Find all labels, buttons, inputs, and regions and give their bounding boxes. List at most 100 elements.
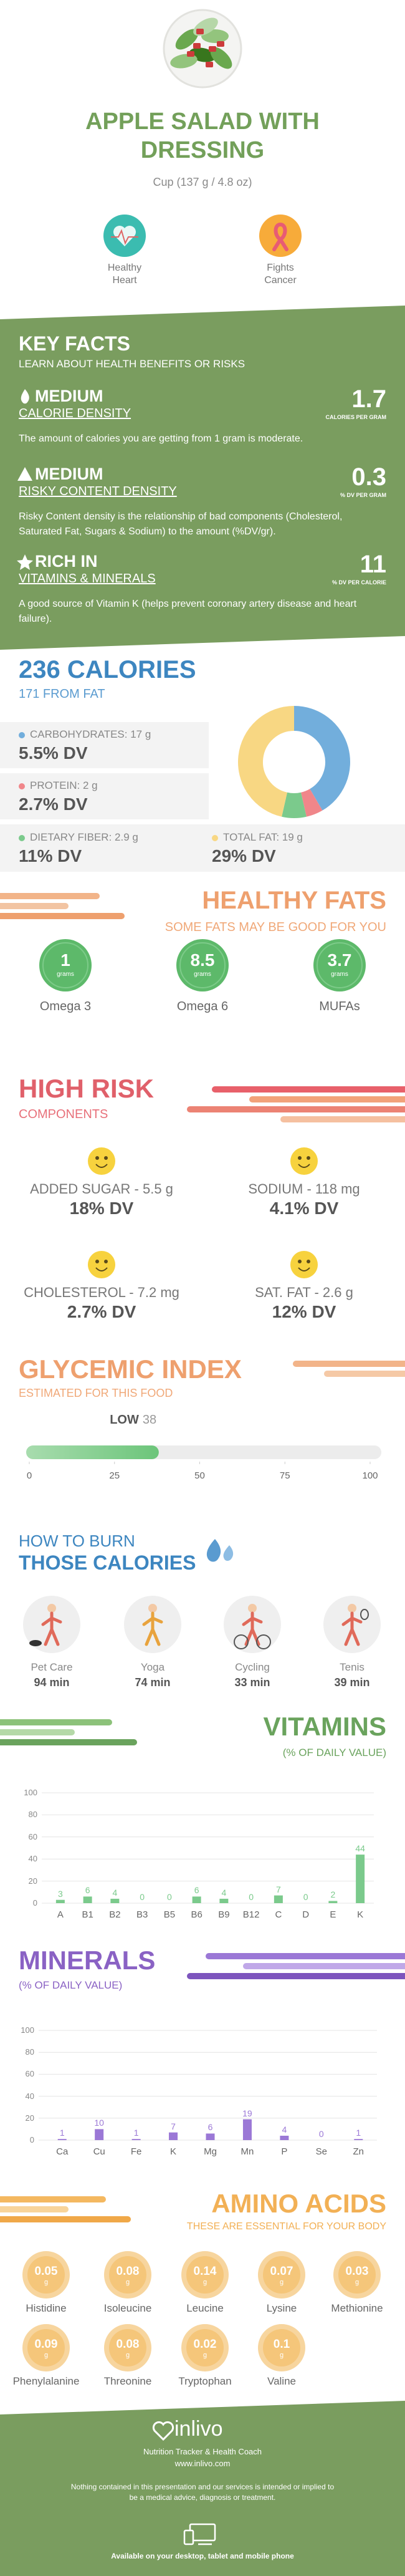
fact-value: 11	[360, 551, 386, 578]
x-tick-label: Se	[315, 2146, 327, 2157]
fat-ring	[42, 942, 88, 988]
amino-inner	[263, 2256, 300, 2294]
y-tick-label: 40	[28, 1854, 37, 1864]
activity-name: Yoga	[140, 1661, 165, 1673]
gi-value: 38	[142, 1413, 157, 1427]
amino-inner	[186, 2329, 224, 2366]
bar	[280, 2135, 289, 2140]
x-tick-label: Zn	[353, 2146, 364, 2157]
decor-stripe	[0, 1719, 112, 1725]
value-label: 1	[59, 2128, 65, 2138]
value-label: 0	[140, 1892, 145, 1902]
amino-name: Tryptophan	[178, 2375, 232, 2387]
gi-tick-label: 75	[279, 1470, 290, 1481]
value-label: 10	[94, 2118, 104, 2128]
value-label: 6	[207, 2122, 213, 2133]
nutrient-dv: 29% DV	[212, 846, 276, 866]
decor-stripe	[0, 893, 100, 899]
fact-level: RICH IN	[35, 552, 98, 571]
smiley	[290, 1251, 318, 1278]
section-subtitle: COMPONENTS	[19, 1107, 108, 1121]
bar	[57, 2139, 67, 2140]
risk-label: SAT. FAT - 2.6 g	[255, 1285, 353, 1300]
x-tick-label: B5	[163, 1909, 176, 1920]
figure-head	[47, 1604, 56, 1613]
smiley-eye	[104, 1156, 108, 1160]
decor-stripe	[0, 2216, 131, 2222]
decor-stripe	[206, 1953, 405, 1959]
fact-value: 0.3	[351, 463, 386, 491]
fact-icon	[17, 467, 32, 481]
smiley-eye	[104, 1260, 108, 1263]
legend-dot	[19, 835, 25, 841]
gi-tick-label: 0	[26, 1470, 32, 1481]
amino-unit: g	[44, 2279, 49, 2286]
figure-head	[348, 1604, 356, 1613]
value-label: 44	[355, 1843, 365, 1854]
x-tick-label: P	[281, 2146, 288, 2157]
gi-tick-label: 25	[109, 1470, 120, 1481]
x-tick-label: Fe	[130, 2146, 142, 2157]
y-tick-label: 40	[25, 2091, 34, 2101]
amino-inner	[27, 2329, 65, 2366]
x-tick-label: B6	[191, 1909, 202, 1920]
smiley-eye	[95, 1156, 99, 1160]
fact-name: VITAMINS & MINERALS	[19, 572, 156, 586]
nutrient-label: DIETARY FIBER: 2.9 g	[30, 831, 138, 843]
risk-dv: 4.1% DV	[269, 1199, 339, 1218]
bike-wheel	[234, 1634, 249, 1649]
decor-stripe	[0, 913, 125, 919]
nutrient-dv: 5.5% DV	[19, 743, 88, 763]
risk-dv: 12% DV	[272, 1302, 336, 1321]
activity-time: 94 min	[34, 1676, 70, 1689]
amino-name: Lysine	[266, 2302, 297, 2314]
value-label: 19	[242, 2108, 252, 2118]
smiley-mouth	[298, 1164, 310, 1168]
smiley-mouth	[95, 1267, 108, 1271]
x-tick-label: B12	[242, 1909, 260, 1920]
figure-head	[148, 1604, 157, 1613]
smiley-mouth	[298, 1267, 310, 1271]
fact-unit: CALORIES PER GRAM	[325, 414, 386, 420]
disclaimer: Nothing contained in this presentation a…	[70, 2482, 335, 2502]
decor-flame	[223, 1545, 234, 1561]
availability: Available on your desktop, tablet and mo…	[111, 2552, 294, 2560]
nutrient-dv: 2.7% DV	[19, 794, 88, 814]
figure-body	[41, 1611, 62, 1646]
fact-value: 1.7	[351, 385, 386, 413]
fact-icon	[17, 554, 33, 570]
fact-icon	[21, 389, 29, 404]
y-tick-label: 0	[32, 1898, 37, 1908]
decor-stripe	[280, 1116, 405, 1122]
amino-value: 0.05	[34, 2265, 58, 2278]
donut-slice	[300, 788, 323, 817]
smiley-eye	[307, 1156, 310, 1160]
value-label: 0	[249, 1892, 254, 1902]
bar	[192, 1896, 201, 1903]
tagline: Nutrition Tracker & Health Coach	[143, 2447, 262, 2456]
chart-title: MINERALS	[19, 1946, 156, 1975]
value-label: 4	[221, 1887, 227, 1898]
section-title: HEALTHY FATS	[202, 887, 386, 914]
value-label: 0	[318, 2129, 324, 2139]
fat-unit: grams	[194, 971, 211, 978]
fact-unit: % DV PER GRAM	[340, 492, 386, 498]
amino-inner	[263, 2329, 300, 2366]
fact-name: RISKY CONTENT DENSITY	[19, 485, 177, 498]
dish-leaf	[210, 47, 232, 69]
fat-value: 3.7	[327, 950, 352, 970]
value-label: 7	[171, 2121, 176, 2131]
risk-dv: 18% DV	[69, 1199, 134, 1218]
bar	[356, 1855, 365, 1903]
dish-apple	[187, 51, 194, 57]
bar	[274, 1895, 283, 1903]
gi-level: LOW	[110, 1413, 139, 1427]
fat-name: MUFAs	[319, 1000, 360, 1013]
nutrient-label: PROTEIN: 2 g	[30, 779, 98, 791]
bar	[354, 2139, 363, 2140]
bar	[131, 2139, 141, 2140]
value-label: 0	[303, 1892, 308, 1902]
value-label: 4	[112, 1887, 118, 1898]
